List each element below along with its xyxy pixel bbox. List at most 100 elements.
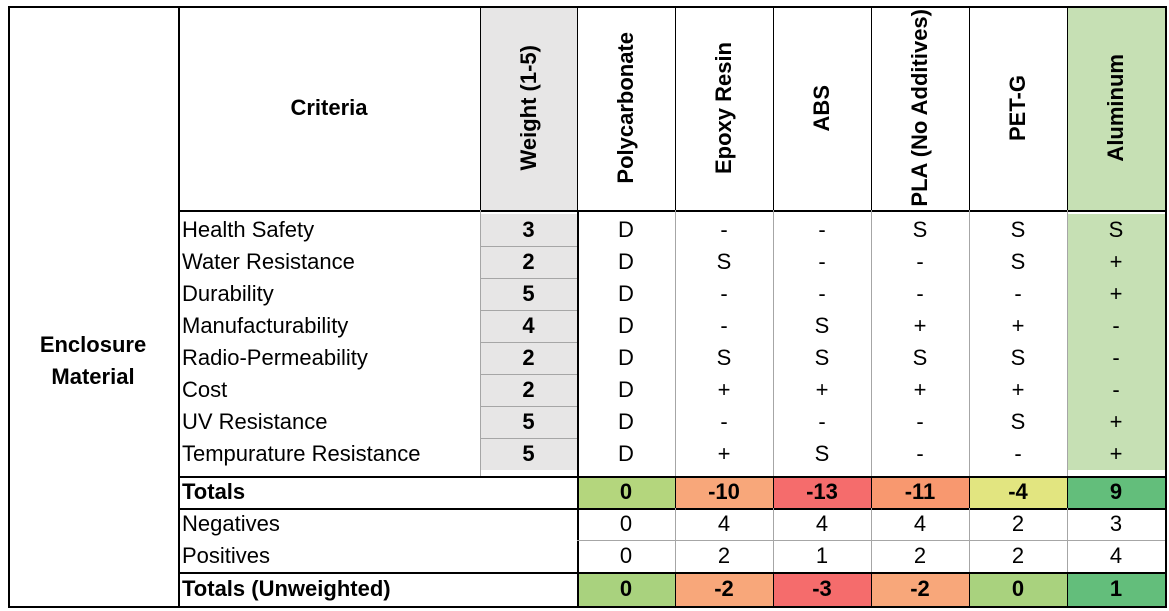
grid-line <box>178 210 1165 212</box>
grid-line <box>480 374 577 375</box>
rating-cell: D <box>618 409 634 434</box>
total-cell: -10 <box>675 476 773 508</box>
weight-header-label: Weight (1-5) <box>515 45 541 171</box>
grid-line <box>773 6 774 210</box>
criterion-weight: 2 <box>480 342 577 374</box>
rating-cell: + <box>717 441 731 466</box>
grid-line <box>675 476 676 508</box>
criterion-label: Health Safety <box>182 217 315 242</box>
rating-cell: D <box>618 441 634 466</box>
grid-line <box>1067 476 1068 508</box>
rating-cell: S <box>1010 409 1026 434</box>
rating-cell: + <box>1011 313 1025 338</box>
criterion-weight: 5 <box>480 438 577 470</box>
material-header: PLA (No Additives) <box>871 6 969 210</box>
totals-unweighted-label: Totals (Unweighted) <box>182 576 391 601</box>
rating-cell: - <box>916 249 924 274</box>
rating-cell: - <box>818 409 826 434</box>
grid-line <box>8 606 1167 608</box>
negatives-label: Negatives <box>182 511 280 536</box>
criterion-label: Manufacturability <box>182 313 349 338</box>
total-cell: -11 <box>871 476 969 508</box>
criterion-label: Radio-Permeability <box>182 345 368 370</box>
total-unweighted-cell: -2 <box>675 572 773 606</box>
rating-cell: + <box>717 377 731 402</box>
grid-line <box>969 210 970 476</box>
positives-cell: 0 <box>619 543 633 568</box>
grid-line <box>773 210 774 476</box>
grid-line <box>675 210 676 476</box>
rating-cell: + <box>1011 377 1025 402</box>
criterion-weight: 3 <box>480 214 577 246</box>
rating-cell: S <box>814 313 830 338</box>
criterion-weight: 5 <box>480 278 577 310</box>
grid-line <box>871 476 872 508</box>
grid-line <box>178 476 1165 478</box>
rating-cell: + <box>1067 278 1165 310</box>
grid-line <box>480 342 577 343</box>
grid-line <box>1165 6 1167 608</box>
grid-line <box>1067 210 1068 476</box>
total-unweighted-cell: 1 <box>1067 572 1165 606</box>
grid-line <box>969 476 970 508</box>
rating-cell: + <box>1067 406 1165 438</box>
negatives-cell: 4 <box>717 511 731 536</box>
rating-cell: - <box>916 441 924 466</box>
rating-cell: S <box>912 217 928 242</box>
rating-cell: S <box>716 345 732 370</box>
criterion-weight: 2 <box>480 246 577 278</box>
grid-line <box>8 6 10 606</box>
grid-line <box>178 572 1165 574</box>
rating-cell: - <box>916 281 924 306</box>
rating-cell: S <box>814 345 830 370</box>
negatives-cell: 3 <box>1109 511 1123 536</box>
positives-cell: 4 <box>1109 543 1123 568</box>
total-unweighted-cell: -2 <box>871 572 969 606</box>
rating-cell: - <box>1014 281 1022 306</box>
grid-line <box>480 406 577 407</box>
grid-line <box>773 572 774 606</box>
criterion-label: Cost <box>182 377 228 402</box>
rating-cell: + <box>913 313 927 338</box>
rating-cell: - <box>818 281 826 306</box>
total-cell: -4 <box>969 476 1067 508</box>
criteria-header: Criteria <box>290 95 368 120</box>
grid-line <box>480 246 577 247</box>
grid-line <box>675 572 676 606</box>
rating-cell: D <box>618 377 634 402</box>
total-cell: -13 <box>773 476 871 508</box>
positives-cell: 2 <box>717 543 731 568</box>
negatives-cell: 0 <box>619 511 633 536</box>
grid-line <box>480 310 577 311</box>
weight-header: Weight (1-5) <box>480 6 577 210</box>
rating-cell: D <box>618 217 634 242</box>
criterion-weight: 4 <box>480 310 577 342</box>
grid-line <box>178 508 1165 510</box>
rating-cell: S <box>1010 249 1026 274</box>
grid-line <box>178 6 180 606</box>
rating-cell: D <box>618 281 634 306</box>
rating-cell: - <box>720 281 728 306</box>
rating-cell: D <box>618 249 634 274</box>
grid-line <box>577 210 579 606</box>
rating-cell: S <box>814 441 830 466</box>
rating-cell: - <box>818 249 826 274</box>
criterion-label: Water Resistance <box>182 249 355 274</box>
total-unweighted-cell: -3 <box>773 572 871 606</box>
rating-cell: S <box>1010 217 1026 242</box>
rating-cell: - <box>1067 374 1165 406</box>
negatives-cell: 4 <box>815 511 829 536</box>
grid-line <box>1067 6 1068 210</box>
rating-cell: - <box>1067 342 1165 374</box>
material-header-label: PET-G <box>1005 74 1030 141</box>
criterion-label: UV Resistance <box>182 409 328 434</box>
total-unweighted-cell: 0 <box>577 572 675 606</box>
grid-line <box>871 210 872 476</box>
grid-line <box>773 476 774 508</box>
negatives-cell: 4 <box>913 511 927 536</box>
rating-cell: S <box>1010 345 1026 370</box>
rating-cell: - <box>720 217 728 242</box>
rating-cell: + <box>1067 438 1165 470</box>
material-header-label: Aluminum <box>1103 54 1128 162</box>
